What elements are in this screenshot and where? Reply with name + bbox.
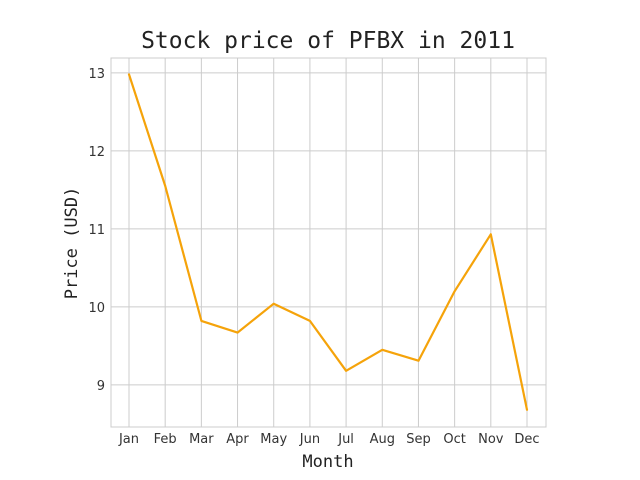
- x-tick-label: Nov: [478, 432, 504, 447]
- x-axis-label: Month: [302, 452, 353, 472]
- y-tick-label: 11: [88, 223, 105, 238]
- x-tick-label: Mar: [189, 432, 214, 447]
- y-tick-label: 12: [88, 145, 105, 160]
- x-tick-label: Jan: [118, 432, 139, 447]
- chart-title: Stock price of PFBX in 2011: [141, 28, 515, 54]
- x-tick-label: Sep: [406, 432, 431, 447]
- x-tick-label: May: [260, 432, 287, 447]
- x-tick-label: Jul: [337, 432, 354, 447]
- series-group: [127, 73, 529, 411]
- x-tick-label: Dec: [514, 432, 539, 447]
- grid: [111, 58, 546, 427]
- y-tick-label: 10: [88, 301, 105, 316]
- y-tick-labels: 9 10 11 12 13: [88, 67, 105, 394]
- x-tick-labels: Jan Feb Mar Apr May Jun Jul Aug Sep Oct Nov Dec: [118, 432, 540, 447]
- x-tick-label: Apr: [226, 432, 249, 447]
- y-tick-label: 13: [88, 67, 105, 82]
- price-line: [127, 73, 529, 411]
- plot-frame: [110, 57, 547, 428]
- x-tick-label: Aug: [370, 432, 395, 447]
- x-tick-label: Oct: [443, 432, 465, 447]
- x-tick-label: Feb: [154, 432, 177, 447]
- x-tick-label: Jun: [299, 432, 320, 447]
- y-tick-label: 9: [97, 379, 105, 394]
- y-axis-label: Price (USD): [62, 187, 82, 300]
